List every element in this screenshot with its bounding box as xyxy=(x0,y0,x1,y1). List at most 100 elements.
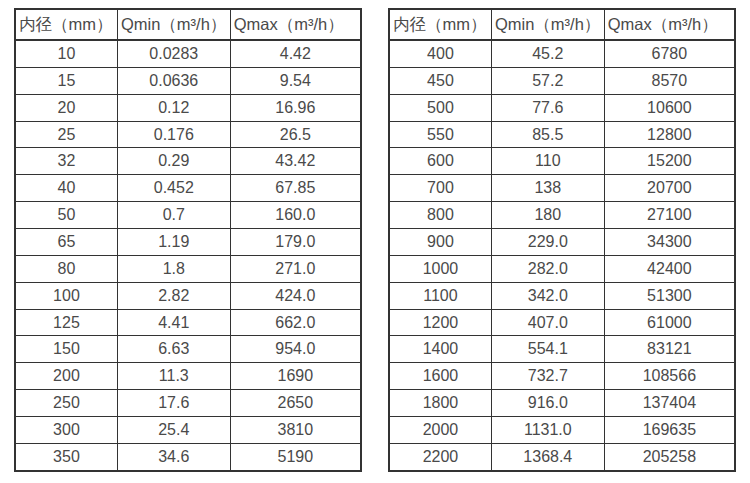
table-cell: 108566 xyxy=(604,363,735,390)
table-row: 25017.62650 xyxy=(15,390,361,417)
table-cell: 2200 xyxy=(389,443,491,471)
table-row: 55085.512800 xyxy=(389,121,735,148)
table-cell: 700 xyxy=(389,175,491,202)
header-cell: Qmin（m³/h） xyxy=(117,9,230,40)
header-cell: 内径（mm） xyxy=(15,9,117,40)
table-cell: 42400 xyxy=(604,255,735,282)
table-cell: 1.8 xyxy=(117,255,230,282)
table-cell: 282.0 xyxy=(491,255,604,282)
table-cell: 45.2 xyxy=(491,40,604,67)
table-cell: 554.1 xyxy=(491,336,604,363)
table-cell: 83121 xyxy=(604,336,735,363)
table-cell: 400 xyxy=(389,40,491,67)
table-cell: 138 xyxy=(491,175,604,202)
header-cell: 内径（mm） xyxy=(389,9,491,40)
table-cell: 125 xyxy=(15,309,117,336)
table-cell: 0.0283 xyxy=(117,40,230,67)
table-cell: 85.5 xyxy=(491,121,604,148)
table-cell: 61000 xyxy=(604,309,735,336)
table-cell: 229.0 xyxy=(491,229,604,256)
table-cell: 5190 xyxy=(230,443,361,471)
table-row: 20011.31690 xyxy=(15,363,361,390)
table-cell: 1131.0 xyxy=(491,417,604,444)
table-cell: 200 xyxy=(15,363,117,390)
table-cell: 0.7 xyxy=(117,202,230,229)
table-cell: 4.41 xyxy=(117,309,230,336)
header-row: 内径（mm）Qmin（m³/h）Qmax（m³/h） xyxy=(389,9,735,40)
table-cell: 10 xyxy=(15,40,117,67)
table-cell: 3810 xyxy=(230,417,361,444)
table-cell: 17.6 xyxy=(117,390,230,417)
table-cell: 43.42 xyxy=(230,148,361,175)
table-row: 200.1216.96 xyxy=(15,94,361,121)
table-cell: 0.176 xyxy=(117,121,230,148)
table-cell: 137404 xyxy=(604,390,735,417)
table-cell: 20700 xyxy=(604,175,735,202)
table-row: 1002.82424.0 xyxy=(15,282,361,309)
table-row: 801.8271.0 xyxy=(15,255,361,282)
table-cell: 160.0 xyxy=(230,202,361,229)
table-row: 250.17626.5 xyxy=(15,121,361,148)
table-row: 20001131.0169635 xyxy=(389,417,735,444)
table-row: 35034.65190 xyxy=(15,443,361,471)
table-cell: 6.63 xyxy=(117,336,230,363)
table-row: 1506.63954.0 xyxy=(15,336,361,363)
table-cell: 350 xyxy=(15,443,117,471)
table-row: 1254.41662.0 xyxy=(15,309,361,336)
table-row: 100.02834.42 xyxy=(15,40,361,67)
table-cell: 8570 xyxy=(604,67,735,94)
table-cell: 16.96 xyxy=(230,94,361,121)
table-cell: 180 xyxy=(491,202,604,229)
table-cell: 954.0 xyxy=(230,336,361,363)
table-cell: 916.0 xyxy=(491,390,604,417)
table-cell: 407.0 xyxy=(491,309,604,336)
table-cell: 169635 xyxy=(604,417,735,444)
page: 内径（mm）Qmin（m³/h）Qmax（m³/h）100.02834.4215… xyxy=(0,0,750,483)
header-cell: Qmin（m³/h） xyxy=(491,9,604,40)
table-cell: 11.3 xyxy=(117,363,230,390)
table-row: 1200407.061000 xyxy=(389,309,735,336)
table-cell: 25 xyxy=(15,121,117,148)
table-cell: 34300 xyxy=(604,229,735,256)
table-row: 400.45267.85 xyxy=(15,175,361,202)
table-cell: 300 xyxy=(15,417,117,444)
table-cell: 1200 xyxy=(389,309,491,336)
header-cell: Qmax（m³/h） xyxy=(604,9,735,40)
table-cell: 0.0636 xyxy=(117,67,230,94)
table-cell: 12800 xyxy=(604,121,735,148)
table-cell: 342.0 xyxy=(491,282,604,309)
table-cell: 20 xyxy=(15,94,117,121)
table-cell: 1400 xyxy=(389,336,491,363)
table-cell: 34.6 xyxy=(117,443,230,471)
table-cell: 9.54 xyxy=(230,67,361,94)
table-cell: 550 xyxy=(389,121,491,148)
table-cell: 1.19 xyxy=(117,229,230,256)
table-row: 22001368.4205258 xyxy=(389,443,735,471)
table-row: 900229.034300 xyxy=(389,229,735,256)
table-row: 1400554.183121 xyxy=(389,336,735,363)
flow-table-small-diameters: 内径（mm）Qmin（m³/h）Qmax（m³/h）100.02834.4215… xyxy=(14,8,362,472)
table-cell: 2650 xyxy=(230,390,361,417)
table-cell: 100 xyxy=(15,282,117,309)
table-cell: 57.2 xyxy=(491,67,604,94)
table-cell: 1368.4 xyxy=(491,443,604,471)
table-cell: 6780 xyxy=(604,40,735,67)
table-row: 40045.26780 xyxy=(389,40,735,67)
table-row: 30025.43810 xyxy=(15,417,361,444)
table-cell: 25.4 xyxy=(117,417,230,444)
table-cell: 32 xyxy=(15,148,117,175)
table-cell: 50 xyxy=(15,202,117,229)
table-cell: 732.7 xyxy=(491,363,604,390)
table-row: 320.2943.42 xyxy=(15,148,361,175)
table-cell: 1690 xyxy=(230,363,361,390)
table-row: 150.06369.54 xyxy=(15,67,361,94)
table-cell: 80 xyxy=(15,255,117,282)
table-cell: 250 xyxy=(15,390,117,417)
table-cell: 40 xyxy=(15,175,117,202)
table-row: 50077.610600 xyxy=(389,94,735,121)
table-row: 60011015200 xyxy=(389,148,735,175)
table-row: 1000282.042400 xyxy=(389,255,735,282)
table-row: 80018027100 xyxy=(389,202,735,229)
table-cell: 800 xyxy=(389,202,491,229)
table-cell: 2000 xyxy=(389,417,491,444)
